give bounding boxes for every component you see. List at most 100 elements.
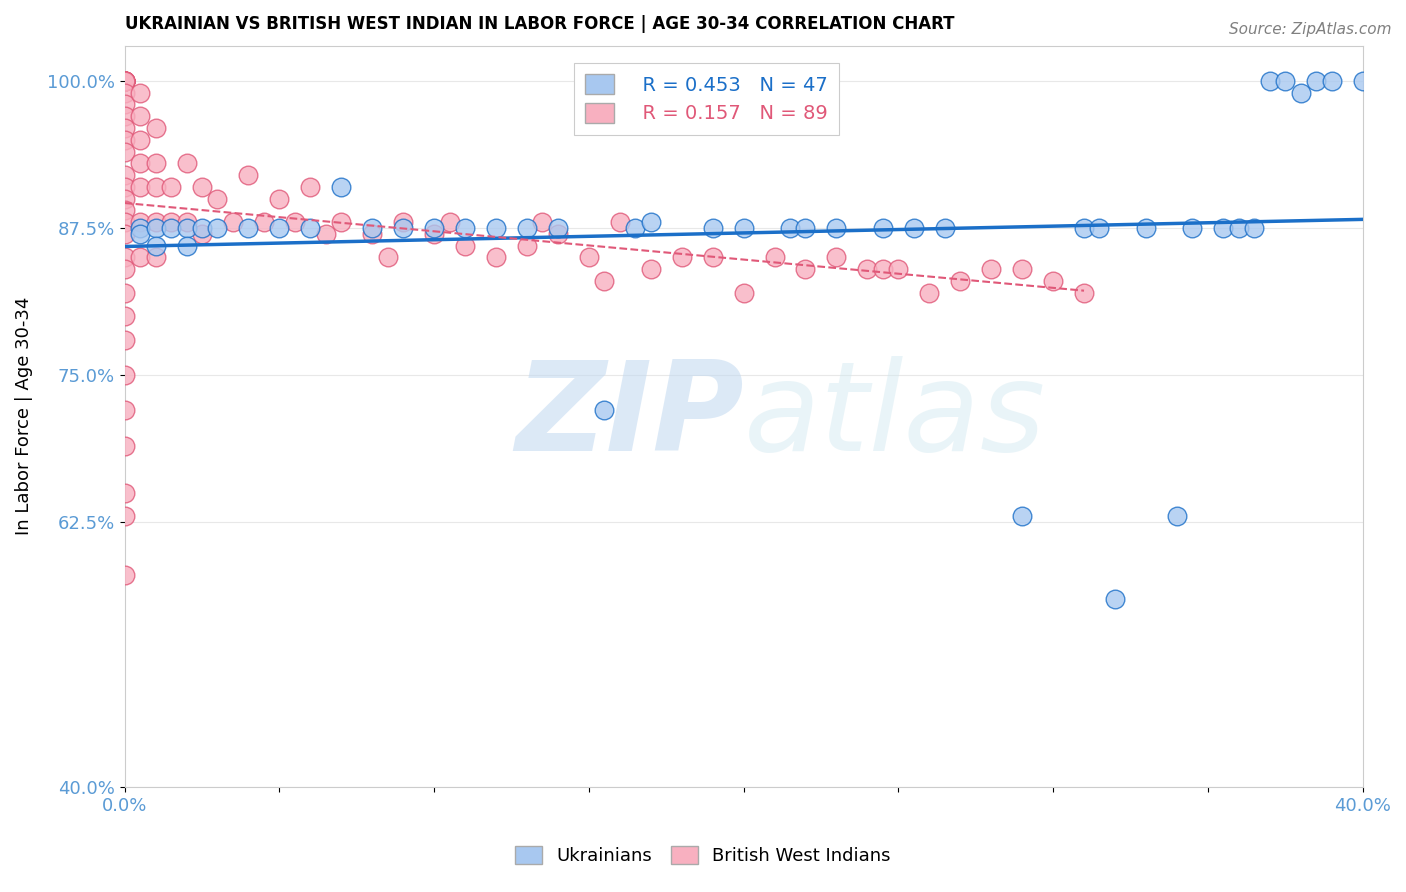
- Point: [392, 221, 415, 235]
- Point: [114, 262, 136, 277]
- Point: [439, 215, 461, 229]
- Point: [1181, 221, 1204, 235]
- Point: [1088, 221, 1111, 235]
- Point: [114, 192, 136, 206]
- Point: [547, 221, 569, 235]
- Point: [114, 74, 136, 88]
- Point: [825, 221, 848, 235]
- Point: [872, 221, 894, 235]
- Point: [934, 221, 956, 235]
- Point: [1243, 221, 1265, 235]
- Point: [733, 285, 755, 300]
- Point: [114, 133, 136, 147]
- Point: [129, 156, 152, 170]
- Point: [609, 215, 631, 229]
- Point: [114, 215, 136, 229]
- Point: [299, 221, 322, 235]
- Point: [114, 74, 136, 88]
- Point: [160, 221, 183, 235]
- Point: [114, 145, 136, 159]
- Point: [114, 109, 136, 123]
- Point: [191, 179, 214, 194]
- Point: [1104, 591, 1126, 606]
- Point: [114, 179, 136, 194]
- Point: [114, 74, 136, 88]
- Point: [114, 97, 136, 112]
- Point: [485, 251, 508, 265]
- Point: [377, 251, 399, 265]
- Legend:   R = 0.453   N = 47,   R = 0.157   N = 89: R = 0.453 N = 47, R = 0.157 N = 89: [574, 62, 839, 135]
- Point: [238, 168, 260, 182]
- Point: [593, 274, 616, 288]
- Point: [423, 227, 446, 241]
- Point: [794, 221, 817, 235]
- Point: [114, 310, 136, 324]
- Point: [269, 221, 291, 235]
- Point: [392, 215, 415, 229]
- Point: [160, 179, 183, 194]
- Point: [129, 179, 152, 194]
- Point: [733, 221, 755, 235]
- Point: [114, 403, 136, 417]
- Point: [1227, 221, 1250, 235]
- Point: [207, 221, 229, 235]
- Point: [671, 251, 693, 265]
- Point: [1320, 74, 1343, 88]
- Point: [1073, 221, 1095, 235]
- Point: [980, 262, 1002, 277]
- Point: [114, 74, 136, 88]
- Point: [114, 74, 136, 88]
- Y-axis label: In Labor Force | Age 30-34: In Labor Force | Age 30-34: [15, 297, 32, 535]
- Point: [949, 274, 972, 288]
- Text: Source: ZipAtlas.com: Source: ZipAtlas.com: [1229, 22, 1392, 37]
- Point: [114, 368, 136, 382]
- Point: [779, 221, 801, 235]
- Point: [129, 133, 152, 147]
- Point: [1289, 86, 1312, 100]
- Point: [624, 221, 647, 235]
- Point: [238, 221, 260, 235]
- Point: [129, 251, 152, 265]
- Point: [129, 227, 152, 241]
- Point: [299, 179, 322, 194]
- Point: [872, 262, 894, 277]
- Point: [114, 203, 136, 218]
- Point: [176, 156, 198, 170]
- Point: [145, 179, 167, 194]
- Point: [702, 251, 724, 265]
- Point: [129, 221, 152, 235]
- Point: [330, 215, 353, 229]
- Point: [1073, 285, 1095, 300]
- Point: [114, 227, 136, 241]
- Point: [176, 221, 198, 235]
- Point: [903, 221, 925, 235]
- Point: [145, 238, 167, 252]
- Point: [856, 262, 879, 277]
- Point: [1042, 274, 1064, 288]
- Point: [129, 215, 152, 229]
- Point: [114, 251, 136, 265]
- Point: [129, 109, 152, 123]
- Point: [918, 285, 941, 300]
- Point: [763, 251, 786, 265]
- Point: [145, 156, 167, 170]
- Point: [114, 74, 136, 88]
- Point: [114, 285, 136, 300]
- Point: [485, 221, 508, 235]
- Point: [176, 238, 198, 252]
- Point: [145, 215, 167, 229]
- Point: [176, 215, 198, 229]
- Point: [114, 86, 136, 100]
- Point: [423, 221, 446, 235]
- Text: UKRAINIAN VS BRITISH WEST INDIAN IN LABOR FORCE | AGE 30-34 CORRELATION CHART: UKRAINIAN VS BRITISH WEST INDIAN IN LABO…: [125, 15, 955, 33]
- Point: [222, 215, 245, 229]
- Point: [207, 192, 229, 206]
- Point: [114, 439, 136, 453]
- Point: [114, 509, 136, 524]
- Point: [1135, 221, 1157, 235]
- Point: [887, 262, 910, 277]
- Point: [578, 251, 600, 265]
- Point: [191, 227, 214, 241]
- Point: [593, 403, 616, 417]
- Point: [454, 221, 477, 235]
